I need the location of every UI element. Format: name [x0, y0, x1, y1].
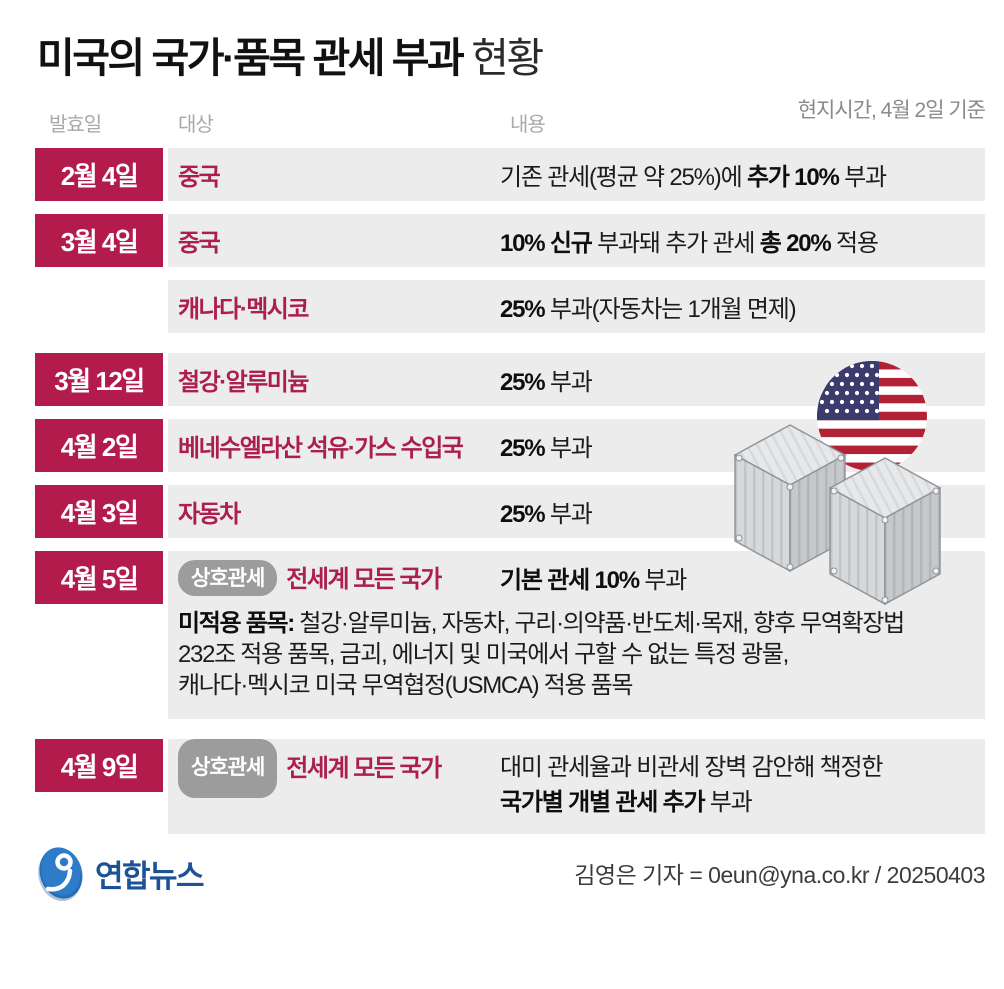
- content-text: 25% 부과(자동차는 1개월 면제): [500, 296, 797, 323]
- row-body: 상호관세 전세계 모든 국가 기본 관세 10% 부과 미적용 품목: 철강·알루…: [168, 551, 985, 719]
- target-cell: 중국: [168, 223, 500, 258]
- column-headers: 발효일 대상 내용: [35, 108, 985, 137]
- target-label: 베네수엘라산 석유·가스 수입국: [178, 435, 464, 462]
- target-label: 캐나다·멕시코: [178, 296, 309, 323]
- column-header-target: 대상: [178, 114, 214, 136]
- page-title: 미국의 국가·품목 관세 부과 현황: [37, 24, 544, 84]
- target-cell: 베네수엘라산 석유·가스 수입국: [168, 428, 500, 463]
- target-label: 철강·알루미늄: [178, 369, 309, 396]
- target-cell: 철강·알루미늄: [168, 362, 500, 397]
- row-body: 중국 기존 관세(평균 약 25%)에 추가 10% 부과: [168, 148, 985, 201]
- effective-date-badge: 2월 4일: [35, 148, 163, 201]
- effective-date-badge: 4월 5일: [35, 551, 163, 604]
- content-text: 기본 관세 10% 부과: [500, 567, 687, 594]
- row-body: 철강·알루미늄 25% 부과: [168, 353, 985, 406]
- target-cell: 캐나다·멕시코: [168, 289, 500, 324]
- tariff-row: 4월 3일 자동차 25% 부과: [35, 485, 985, 538]
- row-body: 중국 10% 신규 부과돼 추가 관세 총 20% 적용: [168, 214, 985, 267]
- tariff-row: 2월 4일 중국 기존 관세(평균 약 25%)에 추가 10% 부과: [35, 148, 985, 201]
- column-header-date: 발효일: [49, 114, 102, 136]
- page-title-main: 미국의 국가·품목 관세 부과: [37, 35, 465, 81]
- content-text: 25% 부과: [500, 501, 593, 528]
- target-cell: 상호관세 전세계 모든 국가: [168, 739, 500, 798]
- tariff-table: 2월 4일 중국 기존 관세(평균 약 25%)에 추가 10% 부과 3월 4…: [35, 148, 985, 847]
- byline: 김영은 기자 = 0eun@yna.co.kr / 20250403: [574, 862, 985, 888]
- tariff-row: 4월 2일 베네수엘라산 석유·가스 수입국 25% 부과: [35, 419, 985, 472]
- tariff-row: 4월 5일 상호관세 전세계 모든 국가 기본 관세 10% 부과 미적용 품목:…: [35, 551, 985, 719]
- effective-date-badge: 3월 12일: [35, 353, 163, 406]
- tariff-row: 3월 4일 중국 10% 신규 부과돼 추가 관세 총 20% 적용: [35, 214, 985, 267]
- target-label: 자동차: [178, 501, 241, 528]
- page-title-suffix: 현황: [471, 35, 544, 81]
- tariff-row: 4월 9일 상호관세 전세계 모든 국가 대미 관세율과 비관세 장벽 감안해 책…: [35, 739, 985, 834]
- exemption-note: 미적용 품목: 철강·알루미늄, 자동차, 구리·의약품·반도체·목재, 향후 …: [178, 610, 905, 699]
- target-cell: 중국: [168, 157, 500, 192]
- target-label: 중국: [178, 230, 221, 257]
- row-body: 자동차 25% 부과: [168, 485, 985, 538]
- row-body: 상호관세 전세계 모든 국가 대미 관세율과 비관세 장벽 감안해 책정한 국가별 …: [168, 739, 985, 834]
- effective-date-badge: 4월 2일: [35, 419, 163, 472]
- reciprocal-tariff-pill: 상호관세: [178, 739, 278, 798]
- target-cell: 자동차: [168, 494, 500, 529]
- target-label: 중국: [178, 164, 221, 191]
- yonhap-logo: 연합뉴스: [35, 845, 205, 901]
- effective-date-badge: 4월 9일: [35, 739, 163, 792]
- target-label: 전세계 모든 국가: [286, 755, 442, 782]
- footer: 연합뉴스 김영은 기자 = 0eun@yna.co.kr / 20250403: [35, 845, 985, 901]
- yonhap-logo-icon: [38, 847, 83, 901]
- column-header-content: 내용: [510, 114, 546, 136]
- content-text: 25% 부과: [500, 435, 593, 462]
- row-body: 베네수엘라산 석유·가스 수입국 25% 부과: [168, 419, 985, 472]
- content-text: 대미 관세율과 비관세 장벽 감안해 책정한 국가별 개별 관세 추가 부과: [500, 754, 884, 816]
- content-text: 기존 관세(평균 약 25%)에 추가 10% 부과: [500, 164, 887, 191]
- target-label: 전세계 모든 국가: [286, 566, 442, 593]
- tariff-row: 캐나다·멕시코 25% 부과(자동차는 1개월 면제): [35, 280, 985, 333]
- row-body: 캐나다·멕시코 25% 부과(자동차는 1개월 면제): [168, 280, 985, 333]
- tariff-row: 3월 12일 철강·알루미늄 25% 부과: [35, 353, 985, 406]
- timestamp-note: 현지시간, 4월 2일 기준: [797, 99, 986, 122]
- yonhap-logo-text: 연합뉴스: [95, 858, 205, 894]
- reciprocal-tariff-pill: 상호관세: [178, 560, 278, 596]
- effective-date-badge: 4월 3일: [35, 485, 163, 538]
- target-cell: 상호관세 전세계 모든 국가: [168, 559, 500, 596]
- effective-date-badge: 3월 4일: [35, 214, 163, 267]
- content-text: 10% 신규 부과돼 추가 관세 총 20% 적용: [500, 230, 879, 257]
- content-text: 25% 부과: [500, 369, 593, 396]
